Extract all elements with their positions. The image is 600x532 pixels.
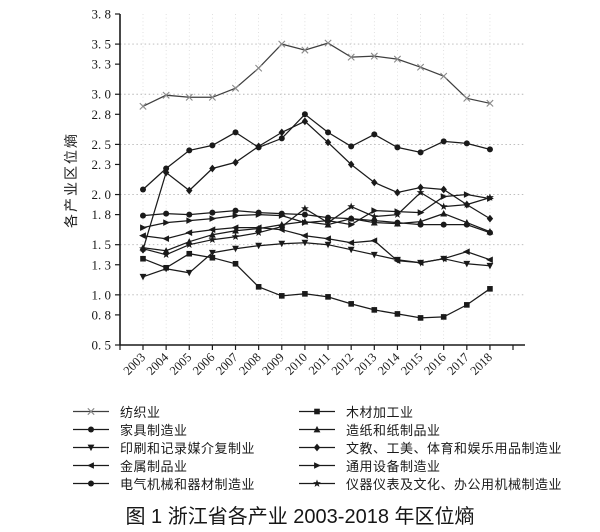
legend-column-right: 木材加工业造纸和纸制品业文教、工美、体育和娱乐用品制造业 通用设备制造业仪器仪表及… — [298, 402, 562, 492]
series-star — [139, 188, 494, 259]
series-x — [139, 39, 494, 110]
y-tick-label: 0. 8 — [92, 307, 112, 322]
legend-label: 仪器仪表及文化、办公用机械制造业 — [346, 476, 563, 492]
legend-item: 印刷和记录媒介复制业 — [72, 438, 255, 456]
square-marker-icon — [299, 408, 335, 414]
x-tick-label: 2004 — [144, 350, 172, 378]
legend-item: 通用设备制造业 — [298, 456, 562, 474]
x-tick-label: 2016 — [421, 350, 449, 378]
y-tick-label: 3. 8 — [92, 7, 112, 22]
y-tick-label: 3. 3 — [92, 57, 112, 72]
triangle-up-marker-icon — [299, 425, 335, 432]
x-tick-label: 2009 — [259, 350, 287, 378]
x-tick-label: 2003 — [121, 350, 149, 378]
star-marker-icon — [299, 478, 335, 487]
triangle-right-marker-icon — [299, 461, 335, 469]
legend-label: 文教、工美、体育和娱乐用品制造业 — [346, 440, 563, 456]
x-tick-label: 2007 — [213, 350, 241, 378]
diamond-marker-icon — [299, 443, 335, 451]
figure-caption: 图 1 浙江省各产业 2003-2018 年区位熵 — [125, 506, 475, 528]
legend-label: 电气机械和器材制造业 — [120, 476, 256, 492]
y-tick-label: 2. 0 — [92, 187, 112, 202]
x-tick-label: 2018 — [467, 350, 495, 378]
x-tick-label: 2006 — [190, 350, 218, 378]
y-tick-label: 2. 3 — [92, 157, 112, 172]
legend-label: 木材加工业 — [346, 404, 414, 420]
legend-label: 纺织业 — [120, 404, 161, 420]
legend-label: 通用设备制造业 — [346, 458, 441, 474]
series-circle — [140, 111, 493, 193]
series-triangle-left — [139, 224, 493, 267]
circle-marker-icon — [73, 480, 109, 486]
series-triangle-down — [139, 239, 494, 281]
legend-label: 家具制造业 — [120, 422, 188, 438]
legend-item: 仪器仪表及文化、办公用机械制造业 — [298, 474, 562, 492]
y-axis-title: 各产业区位熵 — [64, 132, 80, 228]
x-tick-label: 2012 — [329, 350, 357, 378]
y-tick-label: 0. 5 — [92, 338, 112, 353]
y-tick-label: 3. 5 — [92, 37, 112, 52]
series-diamond — [139, 117, 494, 254]
legend-column-left: 纺织业家具制造业印刷和记录媒介复制业 金属制品业电气机械和器材制造业 — [72, 402, 255, 492]
y-tick-label: 2. 5 — [92, 137, 112, 152]
x-tick-label: 2014 — [375, 350, 403, 378]
legend-item: 电气机械和器材制造业 — [72, 474, 255, 492]
x-tick-label: 2015 — [398, 350, 426, 378]
legend-item: 木材加工业 — [298, 402, 562, 420]
triangle-down-marker-icon — [73, 444, 109, 451]
x-tick-label: 2010 — [282, 350, 310, 378]
x-tick-label: 2011 — [306, 350, 333, 377]
legend-item: 造纸和纸制品业 — [298, 420, 562, 438]
legend-label: 印刷和记录媒介复制业 — [120, 440, 256, 456]
location-quotient-line-chart: 0. 5 0. 8 1. 0 1. 3 1. 5 1. 8 2. 0 2. 3 2. 5 2. 8… — [64, 7, 525, 378]
y-tick-label: 1. 8 — [92, 207, 112, 222]
y-tick-label: 3. 0 — [92, 87, 112, 102]
triangle-left-marker-icon — [73, 461, 109, 469]
legend-item: 纺织业 — [72, 402, 255, 420]
legend-label: 造纸和纸制品业 — [346, 422, 441, 438]
x-tick-label: 2017 — [444, 350, 472, 378]
y-tick-label: 2. 8 — [92, 107, 112, 122]
y-tick-label: 1. 5 — [92, 237, 112, 252]
chart-legend: 纺织业家具制造业印刷和记录媒介复制业 金属制品业电气机械和器材制造业 木材加工业造… — [0, 399, 600, 497]
y-tick-label: 1. 0 — [92, 287, 112, 302]
legend-item: 家具制造业 — [72, 420, 255, 438]
legend-item: 金属制品业 — [72, 456, 255, 474]
legend-label: 金属制品业 — [120, 458, 188, 474]
x-tick-label: 2013 — [352, 350, 380, 378]
x-tick-label: 2005 — [167, 350, 195, 378]
legend-item: 文教、工美、体育和娱乐用品制造业 — [298, 438, 562, 456]
y-tick-label: 1. 3 — [92, 257, 112, 272]
circle-marker-icon — [73, 426, 109, 432]
series-square — [140, 250, 493, 321]
x-marker-icon — [73, 407, 109, 415]
x-tick-label: 2008 — [236, 350, 264, 378]
